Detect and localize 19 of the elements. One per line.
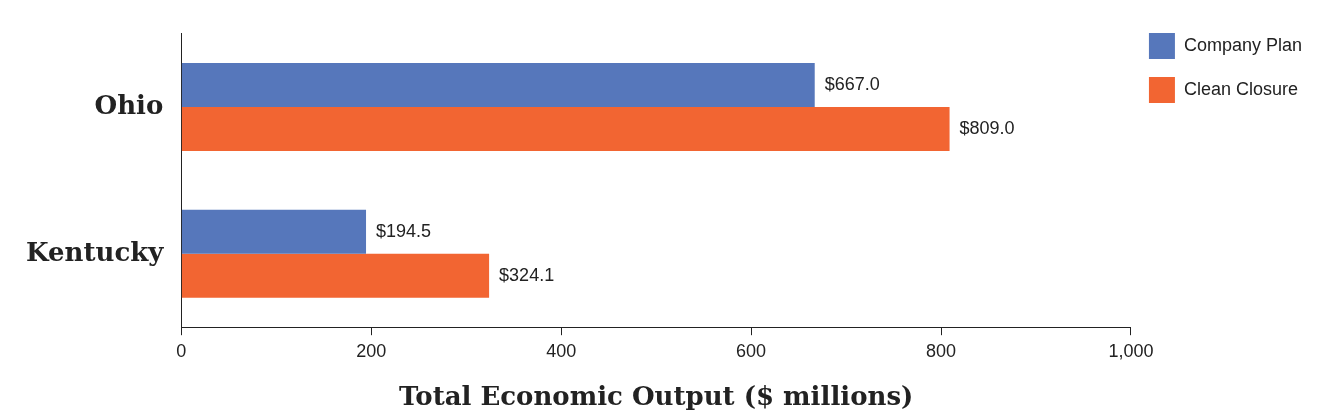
data-label: $667.0	[824, 73, 880, 94]
data-label: $809.0	[959, 117, 1015, 138]
data-label: $324.1	[499, 264, 555, 285]
data-label: $194.5	[376, 220, 432, 241]
legend-label: Company Plan	[1183, 34, 1303, 55]
legend-label: Clean Closure	[1183, 78, 1298, 99]
x-axis-title: Total Economic Output ($ millions)	[398, 381, 914, 412]
bar	[181, 107, 950, 152]
x-tick-label: 0	[176, 340, 187, 361]
bar	[181, 62, 815, 107]
y-tick-label: Ohio	[94, 89, 164, 120]
x-tick-label: 200	[356, 340, 387, 361]
x-tick-label: 600	[736, 340, 767, 361]
x-tick-label: 800	[925, 340, 957, 361]
y-tick-label: Kentucky	[25, 236, 165, 267]
x-tick-label: 1,000	[1108, 340, 1154, 361]
bar	[181, 253, 490, 298]
bar	[181, 209, 367, 254]
x-tick-label: 400	[546, 340, 577, 361]
